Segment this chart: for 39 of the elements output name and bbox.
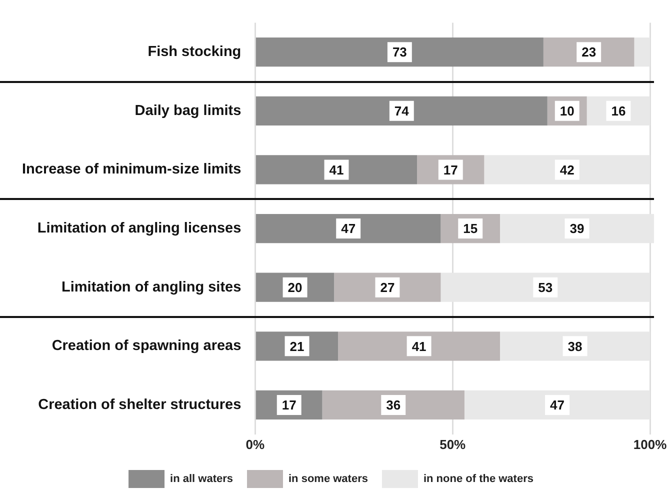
bar bbox=[338, 332, 500, 361]
data-label: 21 bbox=[290, 338, 304, 354]
y-tick-label: Creation of spawning areas bbox=[52, 338, 242, 354]
legend-label: in some waters bbox=[288, 473, 368, 486]
data-label: 20 bbox=[288, 280, 302, 295]
data-label: 41 bbox=[412, 338, 426, 354]
legend-label: in all waters bbox=[170, 473, 234, 486]
x-tick-label: 50% bbox=[440, 436, 466, 452]
data-label: 17 bbox=[282, 398, 296, 413]
bar bbox=[322, 390, 464, 420]
bar bbox=[256, 38, 544, 67]
bar bbox=[256, 96, 548, 126]
bar bbox=[256, 155, 418, 184]
data-label: 74 bbox=[394, 104, 410, 118]
data-label: 41 bbox=[329, 162, 344, 178]
data-label: 42 bbox=[560, 162, 574, 178]
y-tick-label: Creation of shelter structures bbox=[38, 396, 242, 413]
data-label: 27 bbox=[380, 280, 395, 295]
data-label: 23 bbox=[582, 44, 596, 60]
legend-label: in none of the waters bbox=[423, 473, 534, 486]
data-label: 16 bbox=[611, 104, 626, 118]
data-label: 53 bbox=[538, 280, 553, 295]
data-label: 36 bbox=[386, 398, 401, 413]
data-label: 39 bbox=[570, 221, 584, 236]
data-label: 38 bbox=[568, 338, 582, 354]
data-label: 47 bbox=[550, 398, 564, 413]
data-label: 73 bbox=[392, 44, 407, 60]
x-tick-label: 100% bbox=[633, 436, 668, 452]
y-tick-label: Limitation of angling sites bbox=[62, 279, 242, 296]
bar bbox=[256, 214, 441, 244]
data-label: 10 bbox=[560, 104, 574, 118]
data-label: 17 bbox=[443, 162, 458, 178]
data-label: 47 bbox=[341, 221, 356, 236]
x-tick-label: 0% bbox=[246, 436, 266, 452]
y-tick-label: Limitation of angling licenses bbox=[37, 220, 242, 237]
y-tick-label: Fish stocking bbox=[148, 44, 242, 60]
data-label: 15 bbox=[463, 221, 478, 236]
y-tick-label: Increase of minimum-size limits bbox=[22, 162, 242, 178]
y-tick-label: Daily bag limits bbox=[134, 102, 242, 119]
